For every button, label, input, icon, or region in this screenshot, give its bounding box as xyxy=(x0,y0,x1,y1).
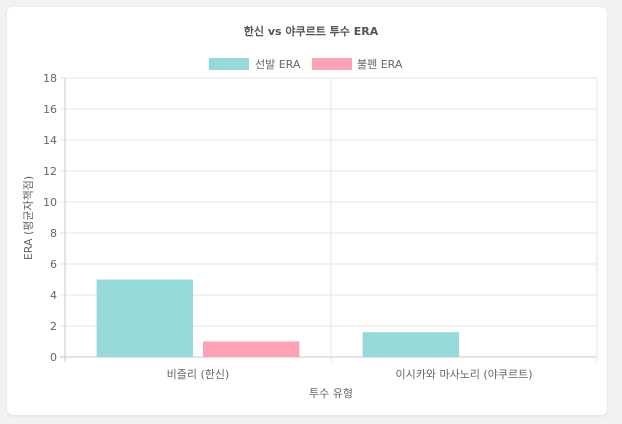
x-tick-label: 이시카와 마사노리 (야쿠르트) xyxy=(395,368,532,381)
y-tick-label: 10 xyxy=(43,196,57,209)
x-tick-label: 비즐리 (한신) xyxy=(167,368,230,381)
y-tick-label: 16 xyxy=(43,103,57,116)
bar-bullpen-0[interactable] xyxy=(203,341,300,358)
bar-starter-0[interactable] xyxy=(96,279,193,358)
legend[interactable]: 선발 ERA 불펜 ERA xyxy=(209,58,403,71)
y-tick-label: 0 xyxy=(50,351,57,364)
y-axis-ticks: 0 2 4 6 8 10 12 14 16 18 xyxy=(43,72,57,364)
legend-label-bullpen-era: 불펜 ERA xyxy=(357,58,403,71)
legend-item-starter-era[interactable]: 선발 ERA xyxy=(209,58,301,71)
y-tick-label: 8 xyxy=(50,227,57,240)
y-tick-label: 4 xyxy=(50,289,57,302)
x-axis-title: 투수 유형 xyxy=(309,387,353,400)
y-tick-label: 12 xyxy=(43,165,57,178)
y-axis-title: ERA (평균자책점) xyxy=(22,176,35,260)
y-tick-label: 2 xyxy=(50,320,57,333)
legend-swatch-starter-era xyxy=(209,58,249,70)
bar-starter-1[interactable] xyxy=(362,332,459,357)
legend-label-starter-era: 선발 ERA xyxy=(255,58,301,71)
legend-item-bullpen-era[interactable]: 불펜 ERA xyxy=(312,58,403,71)
chart-title: 한신 vs 야쿠르트 투수 ERA xyxy=(244,24,379,38)
x-axis-ticks: 비즐리 (한신) 이시카와 마사노리 (야쿠르트) xyxy=(167,368,533,381)
y-tick-label: 6 xyxy=(50,258,57,271)
y-tick-label: 14 xyxy=(43,134,57,147)
y-tick-label: 18 xyxy=(43,72,57,85)
legend-swatch-bullpen-era xyxy=(312,58,352,70)
bars xyxy=(96,279,459,358)
